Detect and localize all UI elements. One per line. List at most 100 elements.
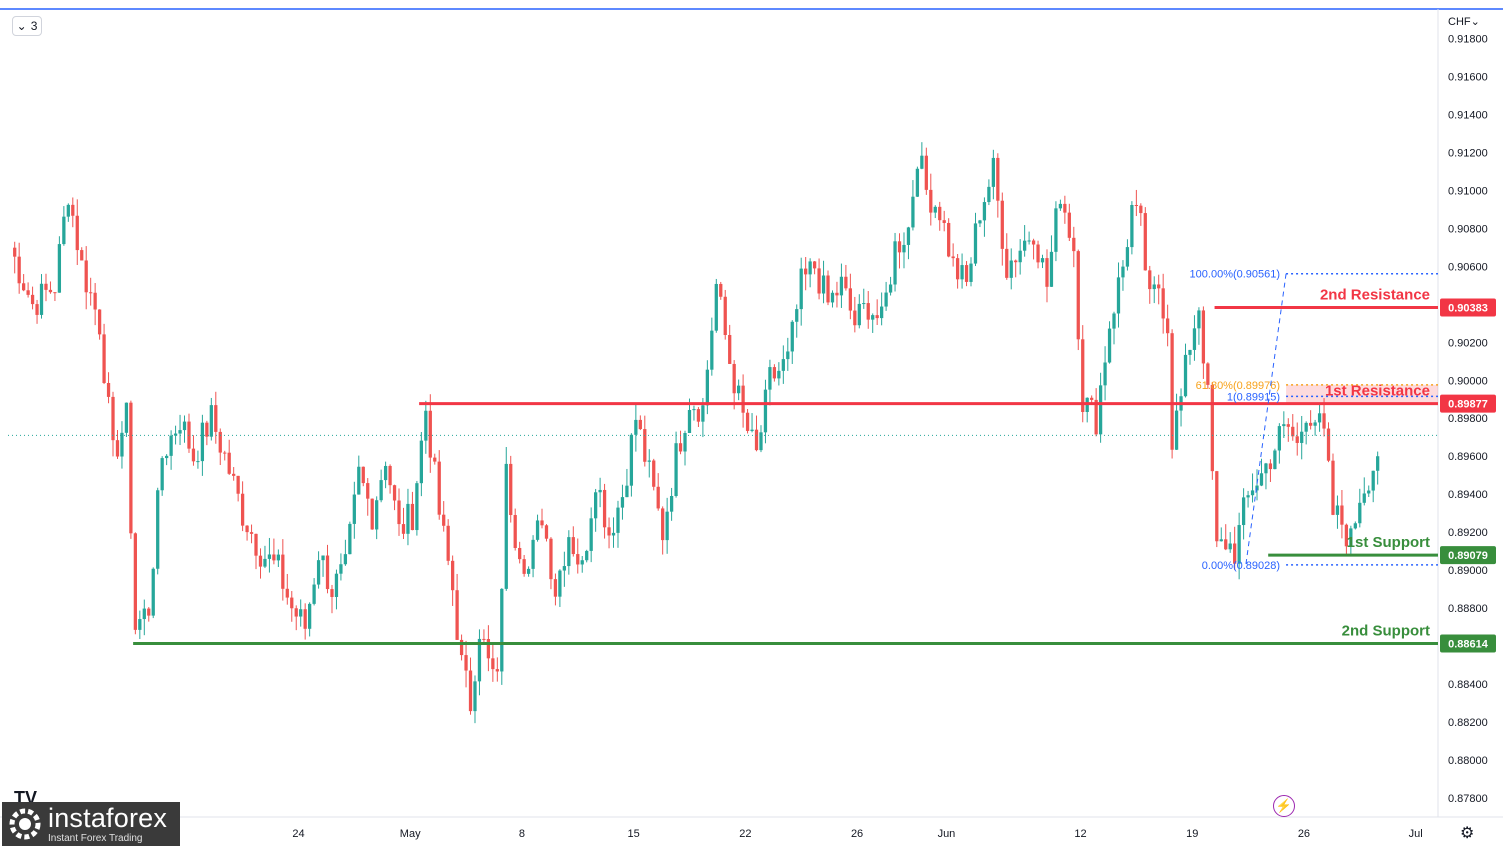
candle-body (1018, 250, 1022, 263)
candle (674, 431, 678, 498)
price-axis[interactable]: 0.91800 0.91600 0.91400 0.91200 0.91000 0.908… (1448, 33, 1488, 805)
candle-body (531, 539, 535, 569)
candle (826, 270, 830, 306)
candle-body (223, 452, 227, 454)
candle-body (303, 609, 307, 629)
candle-body (960, 265, 964, 280)
candle (352, 481, 356, 539)
collapse-button[interactable]: ⌄ 3 (12, 16, 42, 36)
price-tick-label: 0.91800 (1448, 33, 1488, 45)
candle-body (692, 409, 696, 411)
candle-body (705, 369, 709, 406)
candle-body (281, 554, 285, 589)
candle-body (258, 555, 263, 567)
candle-body (629, 434, 634, 486)
price-tick-label: 0.88200 (1448, 717, 1488, 729)
candle-body (978, 220, 982, 224)
candle-body (334, 573, 339, 597)
candle (428, 394, 432, 473)
candle-body (955, 258, 960, 280)
candle-body (1233, 543, 1237, 564)
candle (830, 290, 835, 308)
candle (102, 323, 106, 385)
candle (227, 439, 231, 475)
candle (1054, 201, 1058, 262)
candle-body (884, 292, 888, 307)
candle-body (1237, 525, 1241, 564)
candle (772, 364, 777, 382)
candle-body (701, 405, 705, 422)
candle (969, 257, 973, 287)
candle (960, 253, 964, 289)
candle (1353, 521, 1357, 530)
candle-body (826, 275, 830, 303)
candle (468, 657, 473, 715)
price-tick-label: 0.91000 (1448, 185, 1488, 197)
candle (410, 491, 415, 531)
time-tick-label: 8 (519, 828, 525, 840)
candle-body (947, 222, 951, 257)
candle-body (1188, 349, 1192, 355)
candle (1045, 249, 1049, 303)
candle-body (848, 288, 852, 311)
candle (258, 548, 263, 579)
candle-body (683, 432, 687, 452)
candle (562, 551, 566, 587)
candle-body (844, 276, 848, 289)
candle-body (853, 310, 857, 326)
candle (375, 496, 379, 540)
time-axis[interactable]: 24 May 8 15 22 26 Jun 12 19 26 Jul (292, 828, 1422, 840)
candle (1121, 260, 1125, 291)
candle-body (80, 250, 84, 261)
settings-gear-icon[interactable]: ⚙ (1460, 825, 1475, 842)
candle (254, 533, 258, 570)
level-price-label: 0.88614 (1448, 638, 1489, 650)
candle (486, 625, 491, 672)
candle-body (915, 168, 920, 197)
candle-body (951, 256, 955, 259)
candle (1058, 199, 1063, 211)
candle (1005, 233, 1009, 280)
candle-body (1224, 539, 1228, 550)
candle-body (451, 560, 455, 591)
candle (406, 488, 410, 546)
candle (696, 407, 701, 427)
lightning-icon[interactable]: ⚡ (1273, 795, 1295, 817)
candle (853, 296, 857, 333)
candle-body (39, 283, 44, 315)
candle (1210, 382, 1214, 480)
candle (348, 521, 352, 555)
resistance-zone (1286, 384, 1438, 404)
candle (1371, 470, 1375, 503)
candle (437, 450, 441, 520)
candle-body (964, 265, 969, 282)
time-tick-label: 22 (739, 828, 751, 840)
candle-body (133, 533, 137, 630)
candle (866, 291, 870, 329)
candle (629, 433, 634, 497)
candle (124, 402, 129, 438)
candle (312, 578, 316, 606)
candle (1107, 321, 1112, 364)
candle-body (1125, 247, 1130, 267)
candle-body (325, 555, 330, 590)
candle (75, 199, 79, 266)
currency-selector[interactable]: CHF⌄ (1448, 15, 1480, 28)
candle-body (839, 276, 844, 296)
candle (245, 525, 249, 541)
candle-body (1210, 384, 1214, 472)
fib-level-label: 1(0.89915) (1227, 391, 1280, 403)
candle-body (1103, 362, 1107, 386)
candle-body (1031, 240, 1036, 245)
candle-body (236, 475, 240, 494)
candle (160, 456, 164, 496)
candle-body (661, 508, 665, 541)
candle-body (1112, 313, 1116, 329)
candle (1317, 404, 1322, 432)
candle (535, 514, 540, 542)
candle (835, 281, 839, 308)
candle-body (415, 483, 419, 531)
candle-body (245, 525, 249, 533)
candle-body (1081, 339, 1085, 412)
